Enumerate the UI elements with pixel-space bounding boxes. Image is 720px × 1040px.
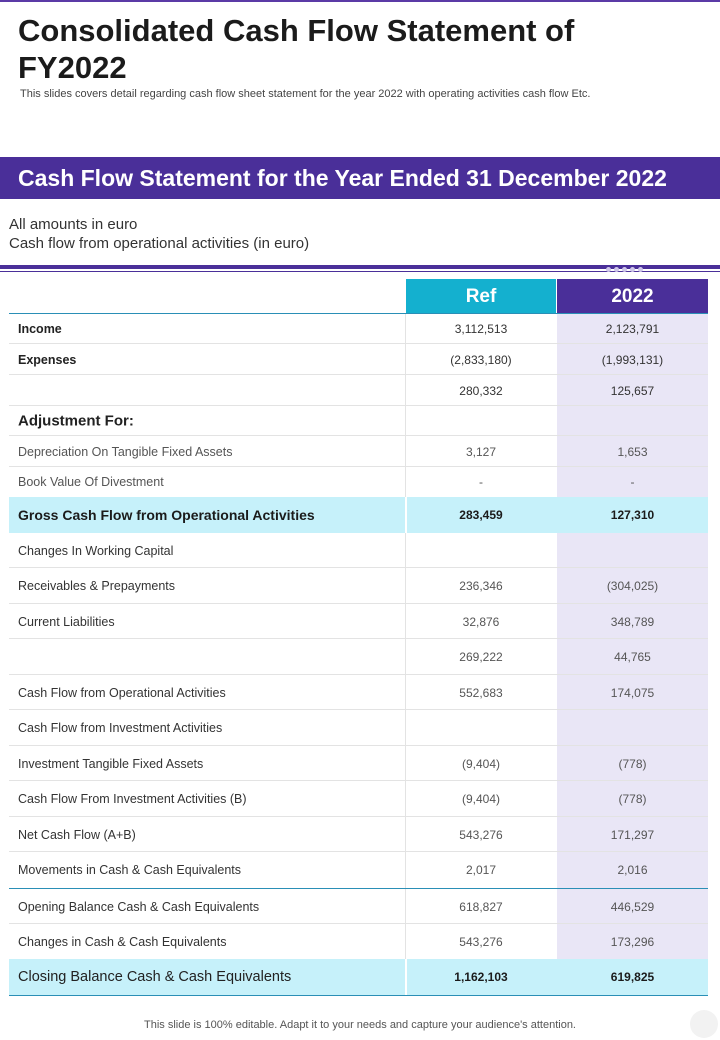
top-accent-line: [0, 0, 720, 2]
decorative-dots: [606, 266, 643, 272]
row-label: Cash Flow from Operational Activities: [18, 685, 226, 700]
table-row: Opening Balance Cash & Cash Equivalents …: [9, 889, 708, 924]
corner-circle-decoration: [690, 1010, 718, 1038]
table-bottom-border: [9, 995, 708, 996]
value-2022: 127,310: [610, 508, 655, 522]
ref-value: 3,112,513: [454, 322, 508, 336]
value-2022: (1,993,131): [601, 352, 664, 367]
table-row: Current Liabilities 32,876 348,789: [9, 604, 708, 639]
value-2022: (304,025): [606, 579, 659, 593]
table-row: Investment Tangible Fixed Assets (9,404)…: [9, 746, 708, 781]
page-title: Consolidated Cash Flow Statement of FY20…: [18, 13, 575, 85]
ref-value: 543,276: [459, 827, 503, 842]
table-row: Cash Flow from Investment Activities: [9, 710, 708, 746]
divider-thin: [0, 271, 720, 272]
table-row: Adjustment For:: [9, 406, 708, 436]
value-2022: 2,016: [617, 863, 648, 877]
table-row: Income 3,112,513 2,123,791: [9, 314, 708, 344]
table-row: Expenses (2,833,180) (1,993,131): [9, 344, 708, 375]
row-label: Depreciation On Tangible Fixed Assets: [18, 444, 233, 459]
value-2022: 173,296: [610, 934, 655, 949]
ref-value: 618,827: [459, 899, 503, 914]
section-banner-title: Cash Flow Statement for the Year Ended 3…: [18, 165, 667, 191]
amounts-note: All amounts in euro: [9, 216, 138, 233]
row-label: Net Cash Flow (A+B): [18, 827, 136, 842]
value-2022: 446,529: [610, 899, 655, 914]
value-2022: 1,653: [617, 444, 648, 459]
ref-value: 32,876: [462, 614, 500, 629]
value-2022: (778): [618, 792, 647, 806]
ref-value: 269,222: [459, 650, 503, 664]
table-row: Cash Flow from Operational Activities 55…: [9, 675, 708, 710]
row-label: Gross Cash Flow from Operational Activit…: [18, 507, 315, 523]
table-row: Depreciation On Tangible Fixed Assets 3,…: [9, 436, 708, 467]
row-label: Opening Balance Cash & Cash Equivalents: [18, 899, 260, 914]
row-label: Income: [18, 322, 62, 336]
row-label: Cash Flow from Investment Activities: [18, 721, 223, 735]
value-2022: -: [630, 475, 635, 489]
ref-value: 2,017: [465, 863, 497, 877]
value-2022: 2,123,791: [605, 322, 660, 336]
ref-value: (9,404): [461, 756, 501, 771]
row-label: Current Liabilities: [18, 614, 115, 629]
row-label: Book Value Of Divestment: [18, 475, 164, 489]
value-2022: 348,789: [610, 614, 655, 629]
footer-note: This slide is 100% editable. Adapt it to…: [144, 1019, 576, 1031]
row-label: Changes In Working Capital: [18, 543, 174, 558]
section-banner: [0, 157, 720, 199]
section-divider: [9, 888, 708, 889]
ref-value: 3,127: [465, 444, 497, 459]
column-header-2022: 2022: [557, 279, 708, 314]
row-label: Cash Flow From Investment Activities (B): [18, 792, 247, 806]
header-underline: [9, 313, 708, 314]
value-2022: 171,297: [610, 827, 655, 842]
column-header-ref: Ref: [406, 279, 556, 314]
ref-value: 280,332: [459, 383, 503, 398]
row-label: Movements in Cash & Cash Equivalents: [18, 863, 242, 877]
value-2022: 125,657: [610, 383, 655, 398]
table-row-highlight: Gross Cash Flow from Operational Activit…: [9, 497, 708, 533]
ref-value: 283,459: [459, 508, 503, 522]
table-row: 269,222 44,765: [9, 639, 708, 675]
ref-value: 543,276: [459, 934, 503, 949]
row-label: Investment Tangible Fixed Assets: [18, 756, 204, 771]
row-label: Closing Balance Cash & Cash Equivalents: [18, 969, 292, 985]
cash-flow-note: Cash flow from operational activities (i…: [9, 235, 310, 252]
ref-value: 1,162,103: [454, 970, 508, 984]
row-label: Receivables & Prepayments: [18, 579, 176, 593]
ref-value: (2,833,180): [450, 352, 512, 367]
value-2022: (778): [618, 756, 647, 771]
value-2022: 174,075: [610, 685, 655, 700]
column-2022-background: [557, 314, 708, 995]
row-label: Adjustment For:: [18, 412, 134, 430]
table-row: Net Cash Flow (A+B) 543,276 171,297: [9, 817, 708, 852]
row-label: Changes in Cash & Cash Equivalents: [18, 934, 227, 949]
table-row: Changes in Cash & Cash Equivalents 543,2…: [9, 924, 708, 959]
divider-thick: [0, 265, 720, 269]
table-row: Changes In Working Capital: [9, 533, 708, 568]
page-subtitle: This slides covers detail regarding cash…: [20, 88, 591, 100]
table-row: Movements in Cash & Cash Equivalents 2,0…: [9, 852, 708, 888]
table-row: 280,332 125,657: [9, 375, 708, 406]
value-2022: 619,825: [610, 970, 655, 984]
value-2022: 44,765: [614, 650, 651, 664]
ref-value: (9,404): [461, 792, 501, 806]
table-row: Receivables & Prepayments 236,346 (304,0…: [9, 568, 708, 604]
ref-value: 236,346: [459, 579, 503, 593]
table-row: Book Value Of Divestment - -: [9, 467, 708, 497]
ref-value: 552,683: [459, 685, 503, 700]
table-row: Cash Flow From Investment Activities (B)…: [9, 781, 708, 817]
table-row-highlight: Closing Balance Cash & Cash Equivalents …: [9, 959, 708, 995]
row-label: Expenses: [18, 352, 77, 367]
ref-value: -: [479, 475, 483, 489]
